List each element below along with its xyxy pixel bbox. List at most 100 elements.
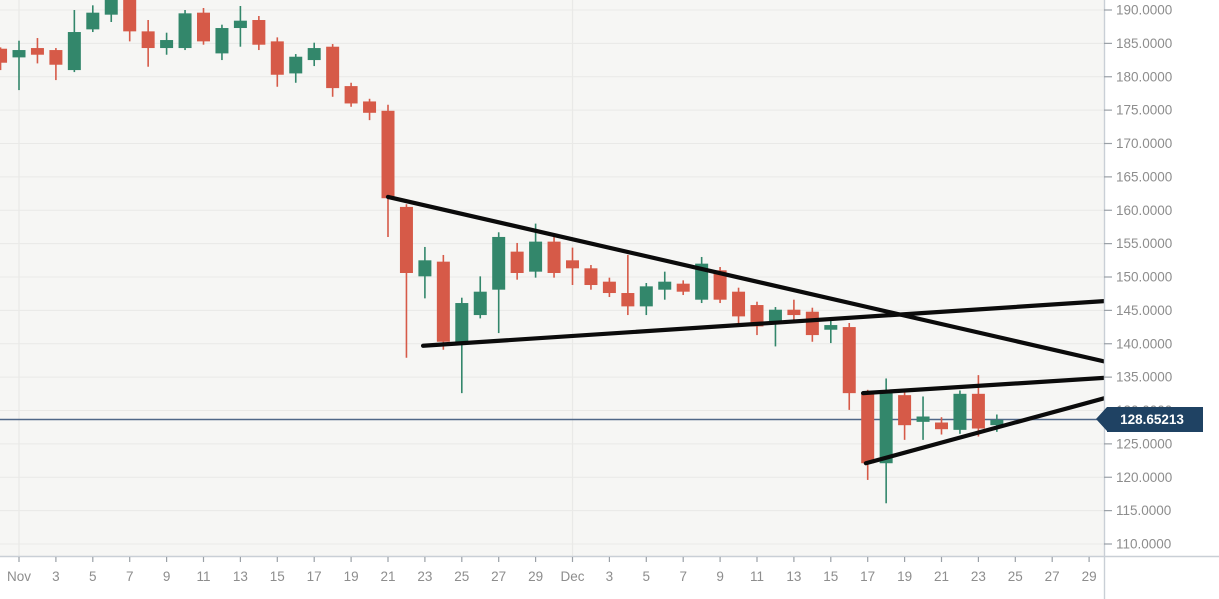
candle-body bbox=[30, 48, 44, 55]
candle-body bbox=[584, 268, 598, 286]
candle-body bbox=[695, 263, 709, 300]
x-axis-label: 7 bbox=[679, 569, 687, 584]
trendline-descending-resistance[interactable] bbox=[385, 194, 1106, 364]
x-axis-label: 29 bbox=[528, 569, 543, 584]
candle-body bbox=[639, 286, 653, 307]
candle-body bbox=[178, 13, 192, 49]
candle-body bbox=[787, 309, 801, 316]
trendline-pennant-lower[interactable] bbox=[863, 396, 1106, 466]
x-axis-label: 21 bbox=[380, 569, 395, 584]
candle-body bbox=[160, 40, 174, 49]
candle-body bbox=[104, 0, 118, 15]
y-axis-label: 170.0000 bbox=[1116, 136, 1172, 151]
trendline-pennant-upper[interactable] bbox=[860, 375, 1106, 396]
candle-body bbox=[436, 261, 450, 342]
x-axis-label: 23 bbox=[417, 569, 432, 584]
candle-body bbox=[49, 50, 63, 65]
candle-body bbox=[399, 206, 413, 273]
x-axis-label: 21 bbox=[934, 569, 949, 584]
candle-body bbox=[842, 327, 856, 394]
plot-area[interactable] bbox=[0, 0, 1104, 556]
y-axis-label: 160.0000 bbox=[1116, 203, 1172, 218]
candle-body bbox=[547, 241, 561, 273]
x-axis-label: 27 bbox=[491, 569, 506, 584]
y-axis-label: 155.0000 bbox=[1116, 236, 1172, 251]
candle-body bbox=[418, 260, 432, 277]
x-axis-label: 13 bbox=[233, 569, 248, 584]
candle-body bbox=[363, 101, 377, 113]
candle-body bbox=[879, 393, 893, 464]
candle-body bbox=[713, 270, 727, 300]
candle-body bbox=[658, 281, 672, 290]
x-axis-label: 3 bbox=[606, 569, 614, 584]
candle-body bbox=[602, 281, 616, 294]
candle-body bbox=[289, 56, 303, 74]
candle-body bbox=[344, 86, 358, 104]
candle-body bbox=[990, 419, 1004, 426]
candle-body bbox=[270, 41, 284, 75]
x-axis-label: 7 bbox=[126, 569, 134, 584]
x-axis-label: 9 bbox=[163, 569, 171, 584]
candle-body bbox=[750, 305, 764, 327]
candle-body bbox=[805, 311, 819, 336]
x-axis-label: Nov bbox=[7, 569, 31, 584]
x-axis-label: 19 bbox=[897, 569, 912, 584]
y-axis-label: 180.0000 bbox=[1116, 69, 1172, 84]
y-axis-label: 115.0000 bbox=[1116, 503, 1171, 518]
candle-body bbox=[0, 48, 8, 63]
trendline-ascending-support[interactable] bbox=[420, 299, 1106, 348]
x-axis-label: 13 bbox=[786, 569, 801, 584]
x-axis-label: 11 bbox=[196, 569, 210, 584]
x-axis-label: 25 bbox=[454, 569, 469, 584]
candle-body bbox=[455, 303, 469, 342]
x-axis-label: 15 bbox=[823, 569, 838, 584]
x-axis-label: 3 bbox=[52, 569, 60, 584]
candle-body bbox=[898, 395, 912, 426]
y-axis-label: 150.0000 bbox=[1116, 270, 1172, 285]
candle-body bbox=[935, 422, 948, 430]
x-axis-label: 9 bbox=[716, 569, 724, 584]
candle-body bbox=[252, 20, 266, 45]
candle-body bbox=[971, 393, 985, 429]
candle-body bbox=[141, 31, 155, 49]
candle-body bbox=[676, 283, 690, 292]
candle-body bbox=[492, 236, 506, 290]
candle-body bbox=[123, 0, 137, 32]
candle-body bbox=[473, 291, 487, 316]
x-axis-label: 5 bbox=[643, 569, 651, 584]
x-axis-label: 19 bbox=[344, 569, 359, 584]
x-axis-label: 23 bbox=[971, 569, 986, 584]
y-axis-label: 110.0000 bbox=[1116, 537, 1171, 552]
x-axis-label: 11 bbox=[750, 569, 764, 584]
candle-body bbox=[67, 32, 81, 71]
candle-body bbox=[621, 293, 635, 307]
candle-body bbox=[12, 50, 26, 58]
x-axis-label: Dec bbox=[560, 569, 584, 584]
x-axis[interactable] bbox=[0, 556, 1104, 599]
candle-body bbox=[197, 12, 210, 42]
candle-body bbox=[307, 48, 321, 61]
y-axis-label: 190.0000 bbox=[1116, 3, 1172, 18]
y-axis[interactable] bbox=[1104, 0, 1219, 556]
candle-body bbox=[381, 110, 395, 199]
x-axis-label: 17 bbox=[860, 569, 875, 584]
x-axis-label: 29 bbox=[1082, 569, 1097, 584]
y-axis-label: 145.0000 bbox=[1116, 303, 1172, 318]
y-axis-label: 135.0000 bbox=[1116, 370, 1172, 385]
candle-body bbox=[215, 28, 229, 54]
x-axis-label: 27 bbox=[1045, 569, 1060, 584]
y-axis-label: 125.0000 bbox=[1116, 436, 1172, 451]
y-axis-label: 165.0000 bbox=[1116, 169, 1172, 184]
candle-body bbox=[529, 241, 543, 272]
candle-body bbox=[86, 12, 100, 30]
candle-body bbox=[916, 416, 930, 422]
x-axis-label: 17 bbox=[307, 569, 322, 584]
candle-body bbox=[824, 325, 838, 330]
candle-body bbox=[566, 260, 579, 269]
candle-body bbox=[732, 291, 746, 317]
y-axis-label: 140.0000 bbox=[1116, 336, 1172, 351]
x-axis-label: 25 bbox=[1008, 569, 1023, 584]
candle-body bbox=[510, 251, 524, 273]
x-axis-label: 15 bbox=[270, 569, 285, 584]
